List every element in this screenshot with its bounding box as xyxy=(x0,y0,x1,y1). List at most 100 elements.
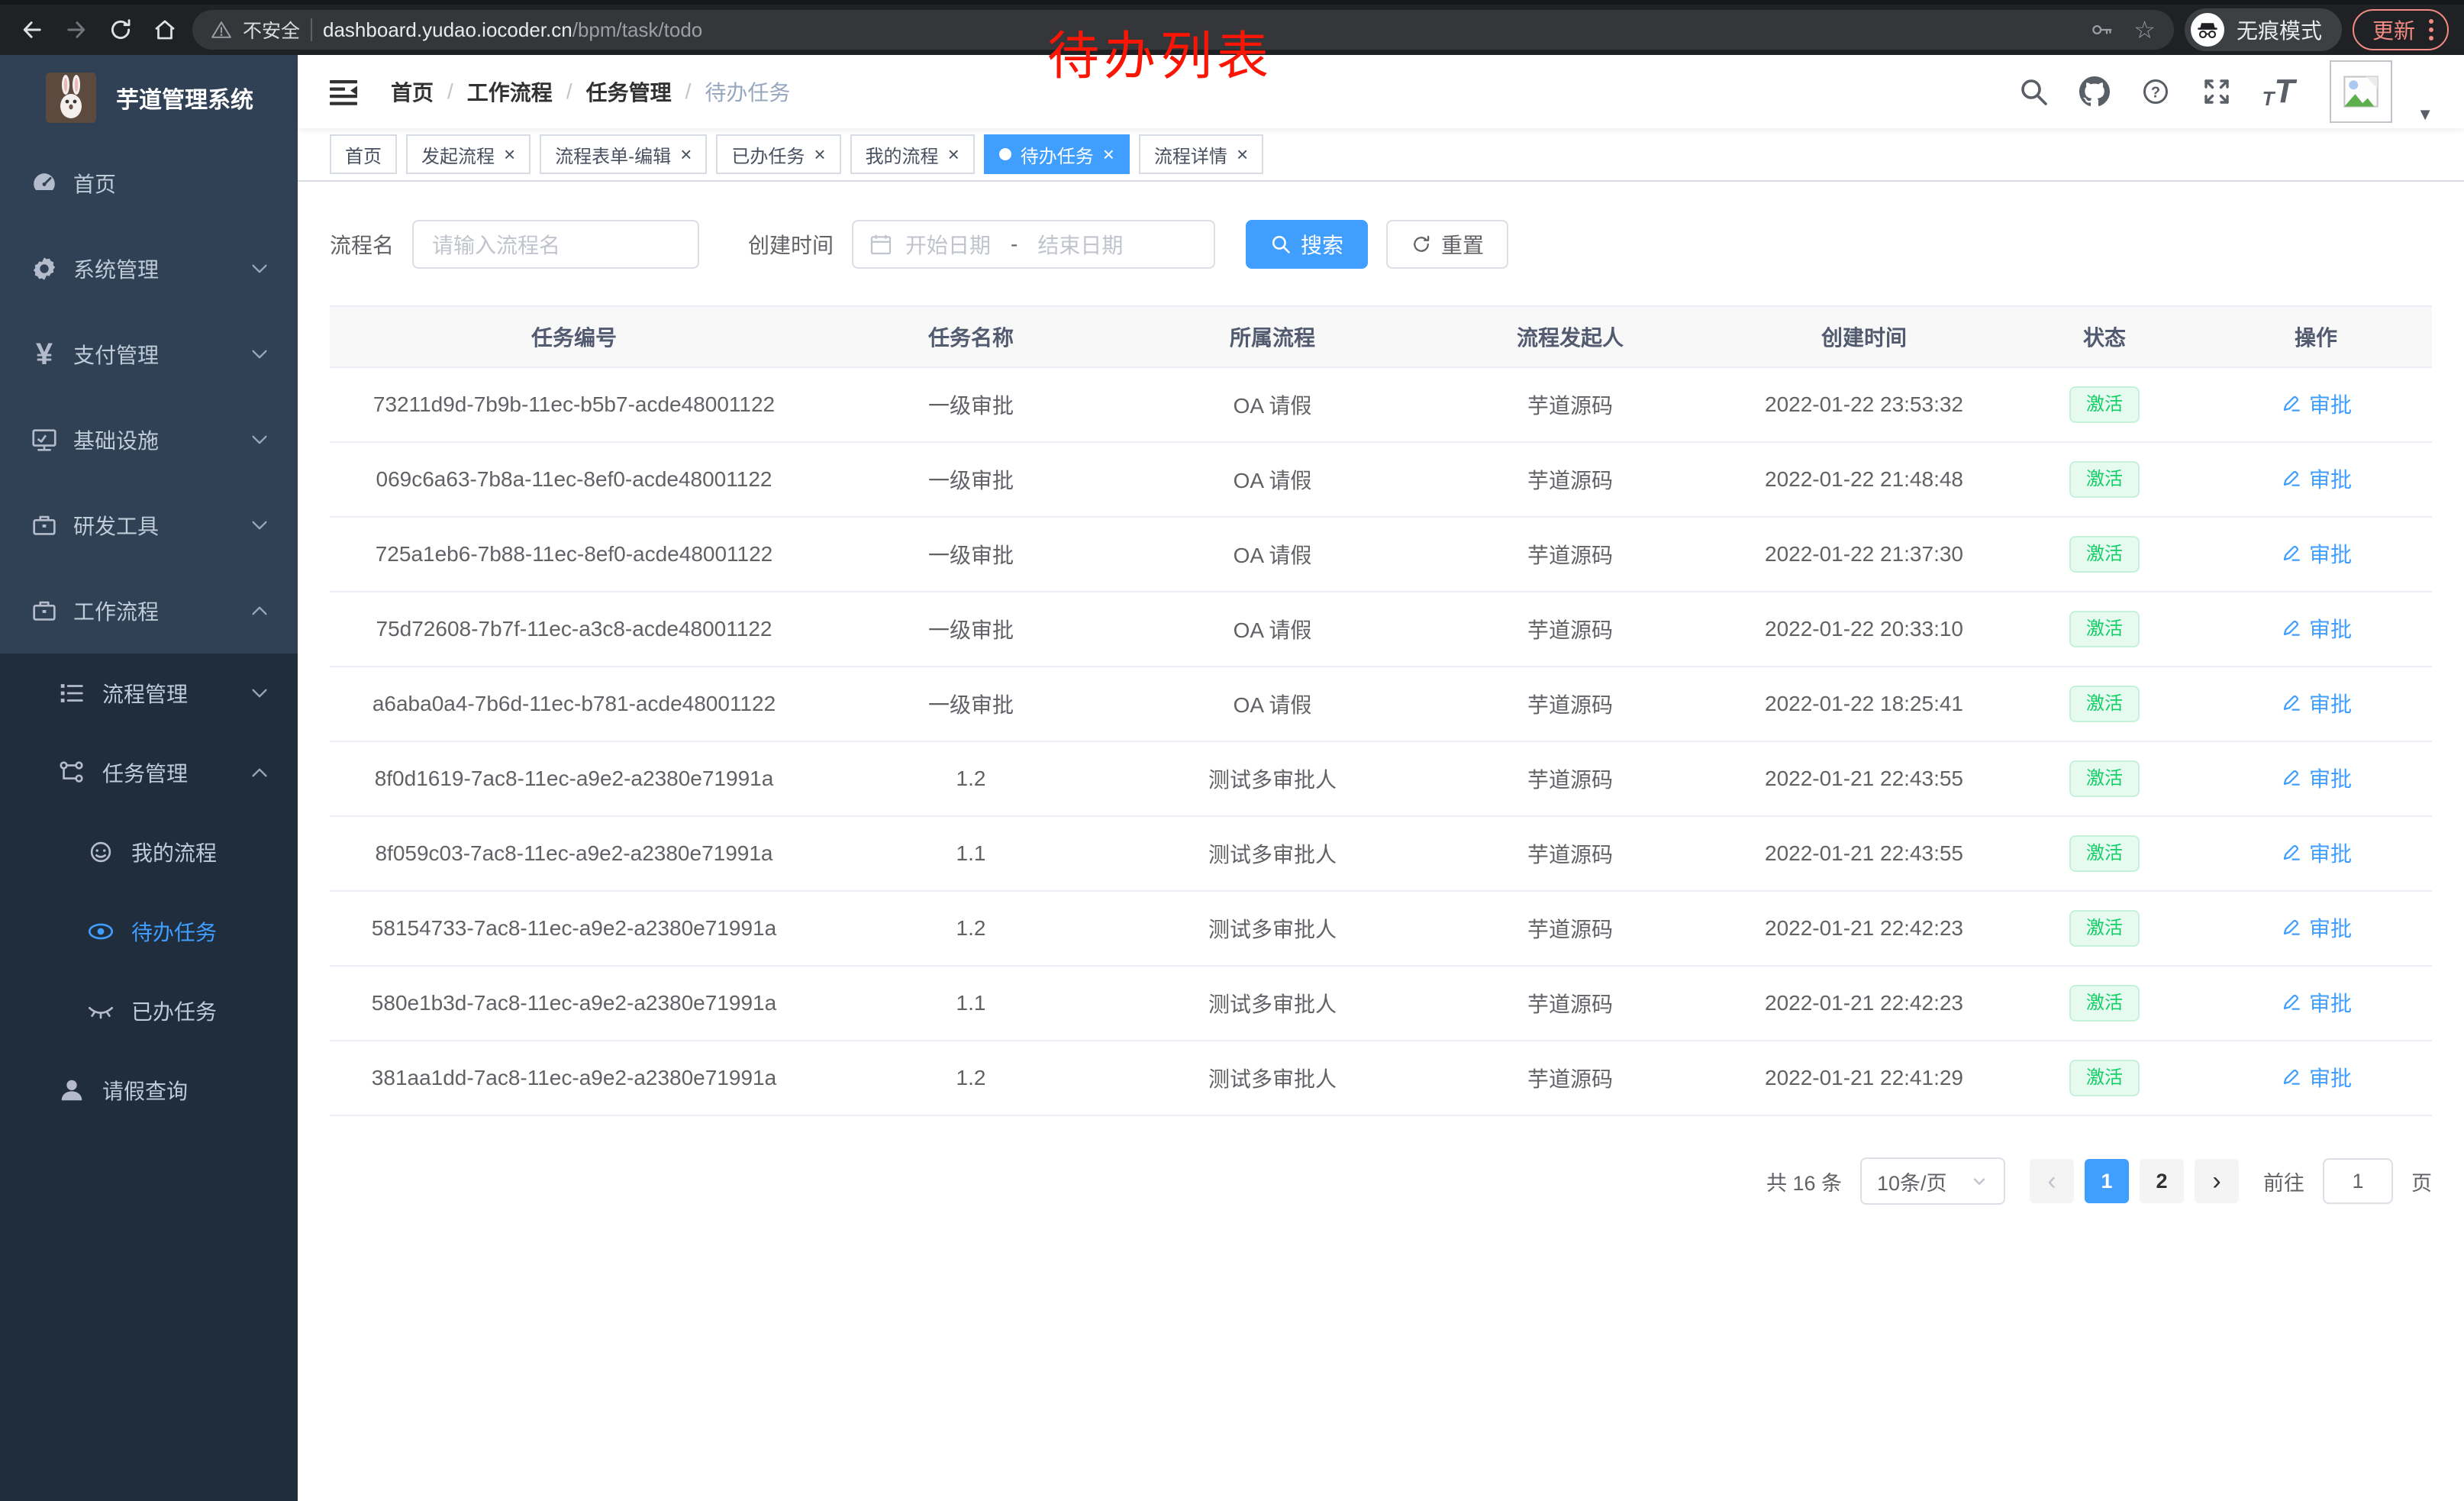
page-button-2[interactable]: 2 xyxy=(2140,1159,2184,1203)
close-icon[interactable]: × xyxy=(1236,143,1249,166)
github-icon[interactable] xyxy=(2079,76,2111,108)
sidebar-item-infrastructure[interactable]: 基础设施 xyxy=(0,397,298,483)
yen-icon: ¥ xyxy=(35,337,53,371)
sidebar: 芋道管理系统 首页 系统管理 ¥ 支付管理 xyxy=(0,55,298,1501)
not-secure-icon xyxy=(211,19,232,40)
close-icon[interactable]: × xyxy=(504,143,516,166)
tab-todo-tasks[interactable]: 待办任务 × xyxy=(983,134,1130,174)
browser-home-button[interactable] xyxy=(148,13,182,47)
approve-link[interactable]: 审批 xyxy=(2280,763,2352,793)
sidebar-item-leave-query[interactable]: 请假查询 xyxy=(0,1051,298,1130)
help-icon[interactable]: ? xyxy=(2140,76,2172,108)
sidebar-item-system[interactable]: 系统管理 xyxy=(0,226,298,311)
sidebar-item-workflow[interactable]: 工作流程 xyxy=(0,568,298,654)
cell-task-id: 725a1eb6-7b88-11ec-8ef0-acde48001122 xyxy=(330,517,818,592)
chevron-down-icon xyxy=(252,435,267,444)
sidebar-item-process-mgmt[interactable]: 流程管理 xyxy=(0,654,298,733)
approve-link[interactable]: 审批 xyxy=(2280,838,2352,868)
sidebar-item-done-tasks[interactable]: 已办任务 xyxy=(0,971,298,1051)
search-button[interactable]: 搜索 xyxy=(1246,220,1369,269)
collapse-icon xyxy=(330,80,357,105)
tab-done-tasks[interactable]: 已办任务 × xyxy=(716,134,841,174)
sidebar-collapse-button[interactable] xyxy=(328,76,359,107)
url-bar[interactable]: 不安全 dashboard.yudao.iocoder.cn/bpm/task/… xyxy=(192,10,2174,50)
approve-link[interactable]: 审批 xyxy=(2280,613,2352,644)
approve-label: 审批 xyxy=(2308,917,2352,941)
next-page-button[interactable]: › xyxy=(2195,1159,2239,1203)
breadcrumb-task-mgmt[interactable]: 任务管理 xyxy=(585,81,672,105)
approve-link[interactable]: 审批 xyxy=(2280,538,2352,569)
avatar[interactable] xyxy=(2330,60,2393,123)
tab-process-form-edit[interactable]: 流程表单-编辑 × xyxy=(540,134,708,174)
button-label: 重置 xyxy=(1441,234,1485,257)
sidebar-item-my-process[interactable]: 我的流程 xyxy=(0,812,298,892)
process-name-input[interactable]: 请输入流程名 xyxy=(412,220,700,269)
browser-back-button[interactable] xyxy=(15,13,49,47)
omnibox-divider xyxy=(311,18,313,41)
sidebar-item-home[interactable]: 首页 xyxy=(0,140,298,226)
key-icon[interactable] xyxy=(2091,18,2114,41)
close-icon[interactable]: × xyxy=(947,143,959,166)
cell-create-time: 2022-01-22 21:37:30 xyxy=(1719,517,2009,592)
approve-link[interactable]: 审批 xyxy=(2280,463,2352,494)
edit-pen-icon xyxy=(2283,1069,2300,1085)
table-row: 75d72608-7b7f-11ec-a3c8-acde48001122 一级审… xyxy=(330,592,2432,667)
browser-forward-button[interactable] xyxy=(60,13,93,47)
col-task-name: 任务名称 xyxy=(818,305,1124,368)
edit-pen-icon xyxy=(2283,844,2300,860)
close-icon[interactable]: × xyxy=(814,143,826,166)
approve-link[interactable]: 审批 xyxy=(2280,389,2352,419)
browser-update-menu[interactable]: 更新 xyxy=(2352,9,2449,50)
prev-page-button[interactable]: ‹ xyxy=(2030,1159,2074,1203)
reset-button[interactable]: 重置 xyxy=(1386,220,1509,269)
browser-toolbar: 不安全 dashboard.yudao.iocoder.cn/bpm/task/… xyxy=(0,0,2464,55)
eye-open-icon xyxy=(85,916,116,947)
approve-link[interactable]: 审批 xyxy=(2280,688,2352,718)
sidebar-item-devtools[interactable]: 研发工具 xyxy=(0,483,298,568)
edit-pen-icon xyxy=(2283,620,2300,636)
cell-create-time: 2022-01-22 21:48:48 xyxy=(1719,442,2009,518)
breadcrumb-home[interactable]: 首页 xyxy=(391,81,434,105)
status-badge: 激活 xyxy=(2069,686,2140,722)
tab-home[interactable]: 首页 xyxy=(330,134,397,174)
toolbox-icon xyxy=(29,510,60,541)
tab-process-detail[interactable]: 流程详情 × xyxy=(1138,134,1264,174)
incognito-badge: 无痕模式 xyxy=(2184,8,2342,51)
page-button-1[interactable]: 1 xyxy=(2085,1159,2129,1203)
approve-link[interactable]: 审批 xyxy=(2280,912,2352,943)
fullscreen-icon[interactable] xyxy=(2201,76,2233,108)
sidebar-logo[interactable]: 芋道管理系统 xyxy=(0,55,298,140)
close-icon[interactable]: × xyxy=(1102,143,1114,166)
avatar-caret-icon[interactable]: ▼ xyxy=(2417,105,2433,124)
sidebar-item-task-mgmt[interactable]: 任务管理 xyxy=(0,733,298,812)
cell-task-name: 一级审批 xyxy=(818,517,1124,592)
close-icon[interactable]: × xyxy=(680,143,692,166)
browser-reload-button[interactable] xyxy=(104,13,137,47)
status-badge: 激活 xyxy=(2069,1060,2140,1096)
create-time-label: 创建时间 xyxy=(748,234,834,257)
cell-starter: 芋道源码 xyxy=(1421,667,1719,742)
search-icon[interactable] xyxy=(2017,76,2050,108)
tab-start-process[interactable]: 发起流程 × xyxy=(406,134,531,174)
cell-starter: 芋道源码 xyxy=(1421,816,1719,892)
tab-my-process[interactable]: 我的流程 × xyxy=(850,134,975,174)
date-range-picker[interactable]: 开始日期 - 结束日期 xyxy=(852,220,1216,269)
input-placeholder: 请输入流程名 xyxy=(432,234,561,257)
goto-page-input[interactable]: 1 xyxy=(2323,1158,2393,1204)
cell-task-name: 一级审批 xyxy=(818,667,1124,742)
sidebar-item-payment[interactable]: ¥ 支付管理 xyxy=(0,311,298,397)
sidebar-item-todo-tasks[interactable]: 待办任务 xyxy=(0,892,298,971)
tab-label: 首页 xyxy=(345,146,382,167)
page-size-select[interactable]: 10条/页 xyxy=(1860,1157,2005,1205)
breadcrumb-workflow[interactable]: 工作流程 xyxy=(466,81,553,105)
range-separator: - xyxy=(1011,232,1018,256)
cell-create-time: 2022-01-22 23:53:32 xyxy=(1719,367,2009,443)
approve-link[interactable]: 审批 xyxy=(2280,987,2352,1018)
bookmark-star-icon[interactable]: ☆ xyxy=(2133,16,2156,44)
incognito-icon xyxy=(2190,13,2224,47)
approve-link[interactable]: 审批 xyxy=(2280,1062,2352,1093)
dashboard-icon xyxy=(29,168,60,199)
